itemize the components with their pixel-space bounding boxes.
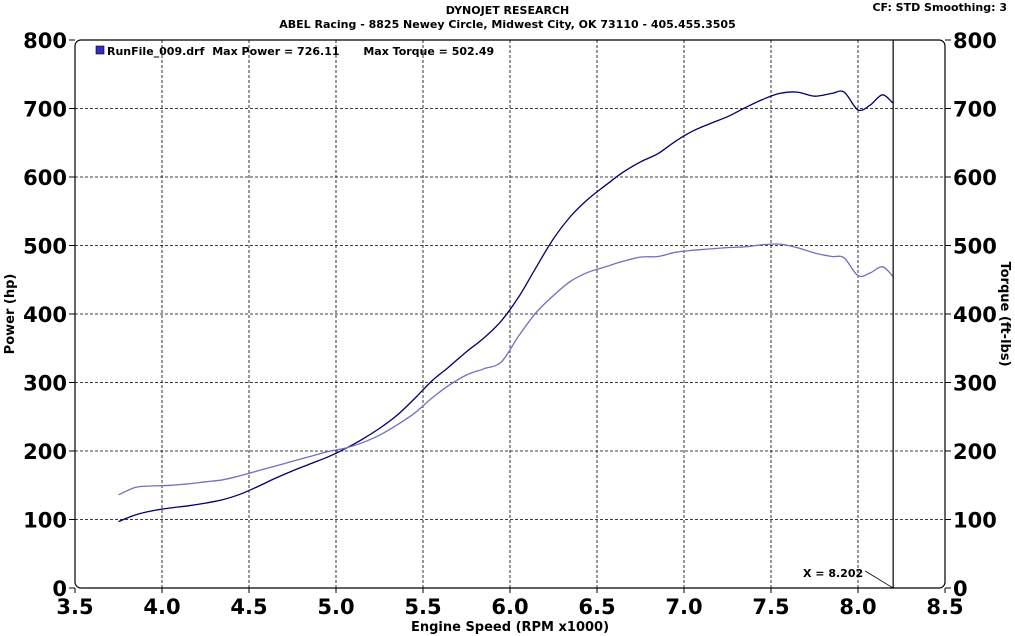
x-tick-label: 4.0 [143,595,180,619]
y-tick-label-right: 0 [953,577,968,601]
y-tick-label-left: 0 [52,577,67,601]
y-tick-label-left: 100 [23,509,67,533]
y-tick-label-right: 600 [953,166,997,190]
x-axis-ticks: 3.5 4.0 4.5 5.0 5.5 6.0 6.5 7.0 7.5 8.0 8.5 [56,588,964,619]
x-tick-label: 3.5 [56,595,93,619]
y-tick-label-left: 400 [23,303,67,327]
y-tick-label-left: 600 [23,166,67,190]
y-tick-label-right: 300 [953,372,997,396]
svg-text:RunFile_009.drf Max Powe: RunFile_009.drf Max Power = 726.11 Max T… [107,45,494,58]
chart-subtitle: ABEL Racing - 8825 Newey Circle, Midwest… [279,18,736,31]
y-tick-label-left: 300 [23,372,67,396]
y-tick-label-left: 500 [23,235,67,259]
grid-lines [75,40,945,588]
x-tick-label: 5.5 [404,595,441,619]
legend-run-file: RunFile_009.drf [107,45,205,58]
x-tick-label: 4.5 [230,595,267,619]
x-tick-label: 5.0 [317,595,354,619]
series-lines [118,90,894,523]
x-tick-label: 7.5 [752,595,789,619]
y-tick-label-right: 100 [953,509,997,533]
y-axis-right-ticks: 0 100 200 300 400 500 600 700 800 [945,29,997,601]
y-tick-label-right: 200 [953,440,997,464]
y-tick-label-left: 700 [23,98,67,122]
settings-readout: CF: STD Smoothing: 3 [872,1,1007,14]
x-tick-label: 8.5 [926,595,963,619]
y-axis-left-label: Power (hp) [3,274,18,355]
y-tick-label-left: 800 [23,29,67,53]
y-axis-right-label: Torque (ft-lbs) [997,261,1012,366]
x-tick-label: 6.5 [578,595,615,619]
x-axis-label: Engine Speed (RPM x1000) [411,620,609,635]
cursor-label: X = 8.202 [803,567,863,580]
legend-max-power: Max Power = 726.11 [212,45,339,58]
x-tick-label: 6.0 [491,595,528,619]
cursor[interactable]: X = 8.202 [803,40,894,589]
cursor-leader [864,570,894,589]
y-tick-label-right: 700 [953,98,997,122]
legend-max-torque: Max Torque = 502.49 [363,45,494,58]
legend: RunFile_009.drf Max Power = 726.11 Max T… [95,45,494,58]
y-axis-left-ticks: 0 100 200 300 400 500 600 700 800 [23,29,75,601]
y-tick-label-right: 500 [953,235,997,259]
y-tick-label-right: 400 [953,303,997,327]
chart-title: DYNOJET RESEARCH [445,4,570,17]
x-tick-label: 7.0 [665,595,702,619]
y-tick-label-right: 800 [953,29,997,53]
x-tick-label: 8.0 [839,595,876,619]
legend-swatch [95,45,105,55]
y-tick-label-left: 200 [23,440,67,464]
series-line-power [118,90,894,523]
series-line-torque [118,243,894,496]
